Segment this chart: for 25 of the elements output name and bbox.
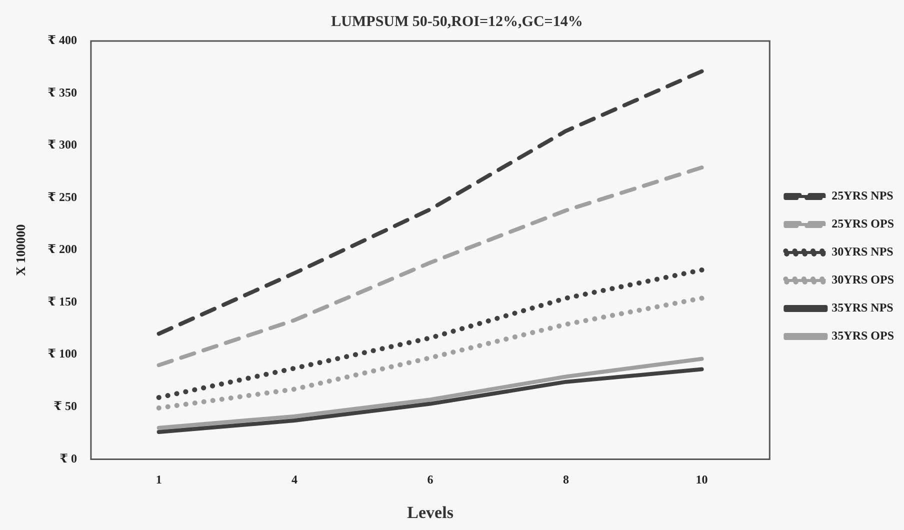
y-tick-label: ₹ 0 [60,451,77,466]
y-tick-label: ₹ 150 [48,294,77,308]
y-tick-label: ₹ 200 [48,242,77,256]
y-tick-label: ₹ 250 [48,190,77,204]
legend-label: 30YRS NPS [832,244,894,259]
legend-label: 25YRS OPS [832,216,894,231]
legend-label: 25YRS NPS [832,188,894,203]
y-axis-title: X 100000 [13,224,28,276]
x-tick-label: 10 [696,472,708,486]
y-tick-label: ₹ 50 [54,399,77,414]
y-tick-label: ₹ 300 [48,138,77,152]
x-tick-label: 4 [292,472,298,486]
legend-label: 30YRS OPS [832,272,894,287]
y-tick-label: ₹ 400 [48,33,77,48]
legend-label: 35YRS OPS [832,328,894,343]
line-series [156,166,704,368]
chart-title: LUMPSUM 50-50,ROI=12%,GC=14% [331,14,583,30]
legend-label: 35YRS NPS [832,300,894,315]
x-tick-label: 6 [427,472,434,486]
line-series [156,69,704,336]
x-axis-title: Levels [407,503,454,522]
y-tick-label: ₹ 350 [48,85,77,100]
y-tick-label: ₹ 100 [48,346,77,361]
x-tick-label: 1 [156,472,162,486]
x-tick-label: 8 [563,472,570,486]
